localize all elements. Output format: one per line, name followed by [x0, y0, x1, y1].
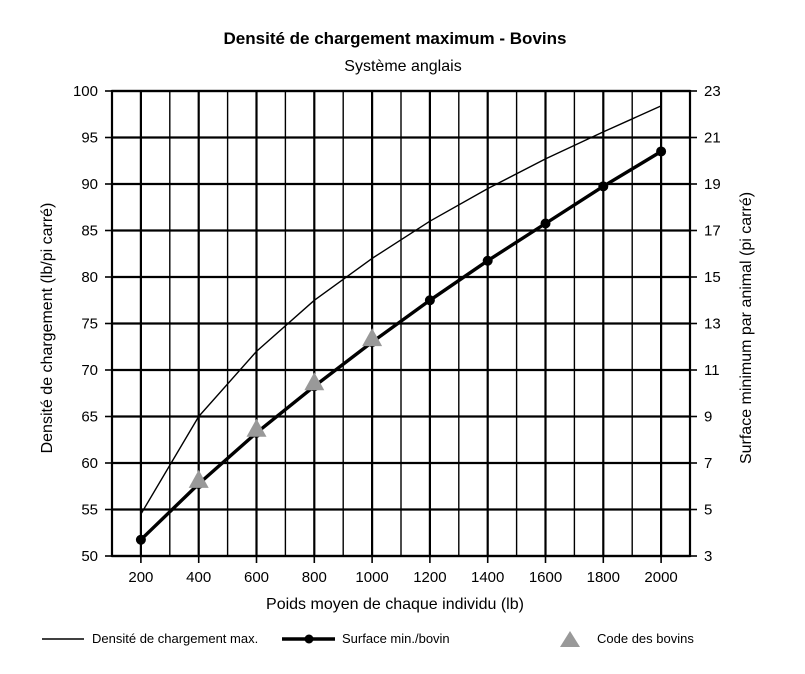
y-right-tick-label: 5 [704, 502, 712, 519]
series-triangle-marker [246, 418, 267, 437]
y-left-tick-label: 55 [81, 502, 98, 519]
series-layer [135, 105, 667, 545]
y-left-tick-label: 50 [81, 548, 98, 565]
series-point-1 [656, 146, 667, 157]
series-triangle-marker [362, 328, 383, 347]
x-tick-label: 1000 [355, 569, 388, 586]
y-right-tick-label: 17 [704, 223, 721, 240]
y-left-tick-label: 65 [81, 409, 98, 426]
x-tick-label: 2000 [644, 569, 677, 586]
y-left-tick-label: 75 [81, 316, 98, 333]
y-right-tick-label: 23 [704, 83, 721, 100]
legend-label-cattle-code: Code des bovins [597, 631, 694, 646]
x-tick-label: 800 [302, 569, 327, 586]
y-left-tick-label: 70 [81, 362, 98, 379]
series-point-1 [540, 218, 551, 229]
y-right-tick-label: 11 [704, 362, 720, 379]
series-triangle-marker [188, 469, 209, 488]
y-left-tick-label: 60 [81, 455, 98, 472]
legend-label-min-area: Surface min./bovin [342, 631, 450, 646]
y-left-tick-label: 90 [81, 176, 98, 193]
y-right-tick-label: 7 [704, 455, 712, 472]
chart-subtitle: Système anglais [344, 58, 461, 75]
y-left-tick-label: 95 [81, 130, 98, 147]
y-right-tick-label: 15 [704, 269, 721, 286]
y-left-tick-label: 80 [81, 269, 98, 286]
x-tick-label: 600 [244, 569, 269, 586]
y-axis-right-label: Surface minimum par animal (pi carré) [738, 192, 755, 464]
y-right-tick-label: 13 [704, 316, 721, 333]
series-line-0 [140, 105, 662, 515]
legend-label-max-density: Densité de chargement max. [92, 631, 258, 646]
series-point-1 [482, 255, 493, 266]
legend-swatch-triangle-icon [560, 631, 580, 647]
x-tick-label: 1800 [587, 569, 620, 586]
grid [105, 89, 697, 563]
y-right-tick-label: 9 [704, 409, 712, 426]
x-tick-label: 1400 [471, 569, 504, 586]
series-point-1 [424, 295, 435, 306]
y-right-tick-label: 21 [704, 130, 721, 147]
x-tick-label: 1600 [529, 569, 562, 586]
tick-labels: 50 55 60 65 70 75 80 85 90 95 100 3 5 7 9 11 13 15 17 19 21 2… [73, 83, 721, 586]
series-point-1 [135, 534, 146, 545]
x-tick-label: 1200 [413, 569, 446, 586]
legend: Densité de chargement max. Surface min./… [42, 631, 694, 647]
text-layer: Densité de chargement maximum - Bovins S… [39, 29, 755, 613]
x-tick-label: 200 [128, 569, 153, 586]
series-line-1 [139, 150, 662, 541]
y-right-tick-label: 3 [704, 548, 712, 565]
y-left-tick-label: 85 [81, 223, 98, 240]
y-left-tick-label: 100 [73, 83, 98, 100]
x-axis-label: Poids moyen de chaque individu (lb) [266, 596, 524, 613]
y-right-tick-label: 19 [704, 176, 721, 193]
legend-swatch-dot [304, 634, 314, 644]
series-triangle-marker [304, 372, 325, 391]
x-tick-label: 400 [186, 569, 211, 586]
y-axis-left-label: Densité de chargement (lb/pi carré) [39, 203, 56, 454]
chart-title: Densité de chargement maximum - Bovins [224, 29, 567, 48]
series-point-1 [598, 181, 609, 192]
plot-frame [110, 89, 692, 558]
